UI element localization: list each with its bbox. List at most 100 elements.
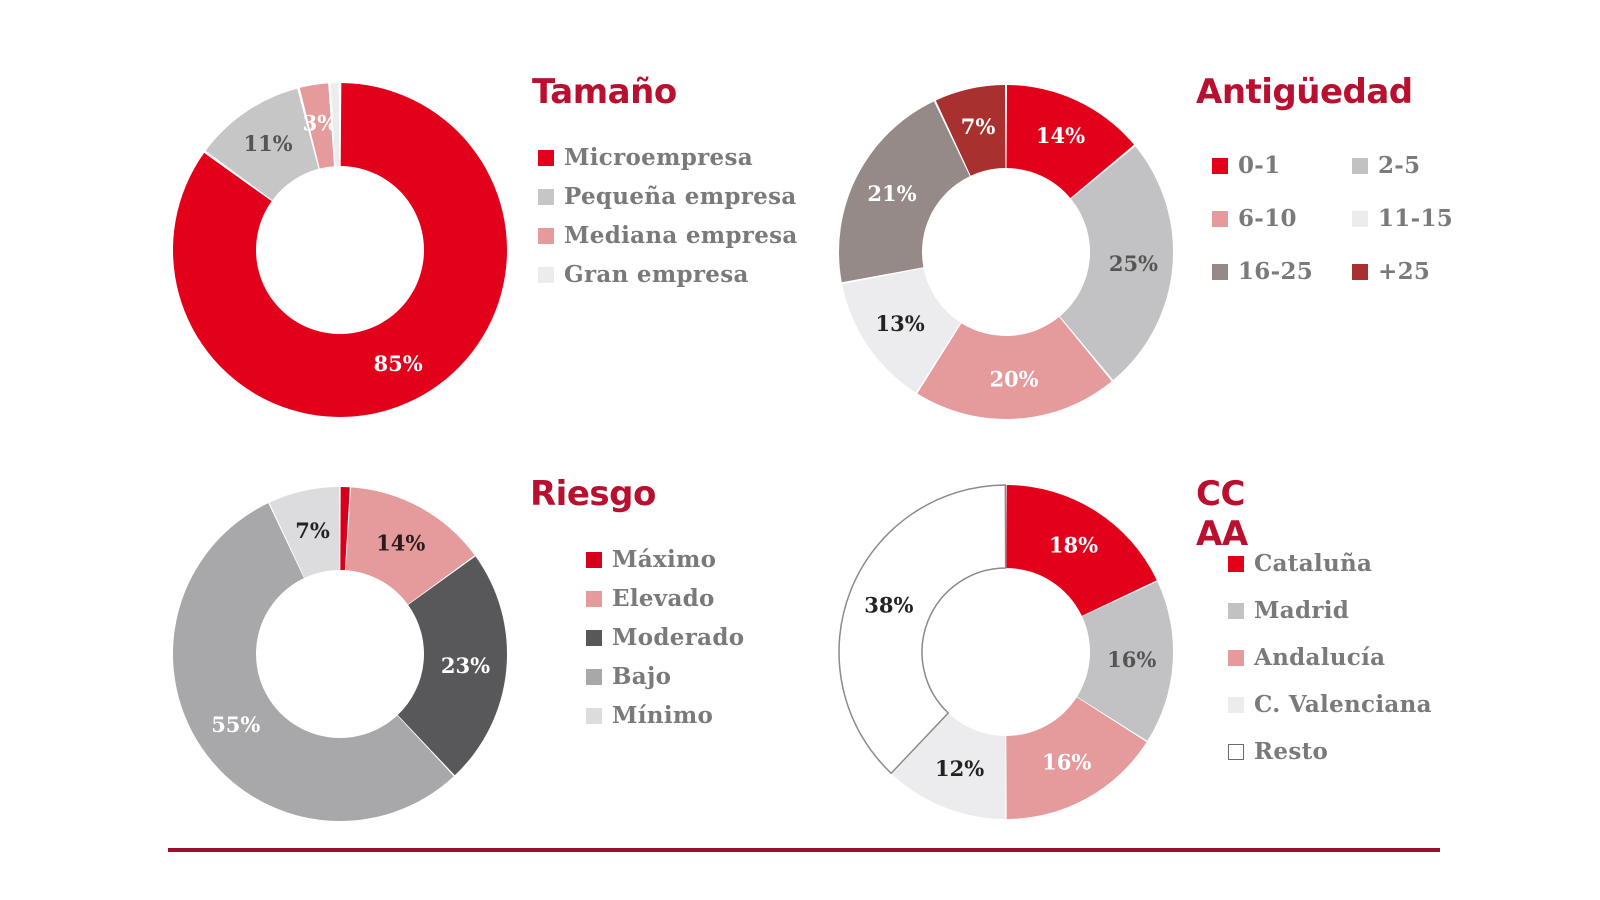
slice-bajo <box>173 503 454 821</box>
legend-swatch <box>538 149 554 166</box>
slice-minimo <box>269 487 340 578</box>
slice-label-pequena-empresa: 11% <box>243 131 292 156</box>
legend-label: Moderado <box>612 624 745 651</box>
chart-title-ccaa: CC AA <box>1196 474 1248 554</box>
slice-c-valenciana <box>892 713 1006 819</box>
slice-label-6-10: 20% <box>989 367 1038 392</box>
legend-label: 0-1 <box>1238 152 1281 179</box>
legend-tamano: Microempresa Pequeña empresa Mediana empre… <box>538 144 798 288</box>
legend-swatch <box>1352 157 1368 174</box>
legend-item-elevado: Elevado <box>586 585 744 612</box>
slice-moderado <box>397 556 507 776</box>
legend-label: 2-5 <box>1378 152 1421 179</box>
slice-label-c-valenciana: 12% <box>935 756 984 781</box>
legend-swatch <box>1228 555 1244 572</box>
legend-swatch <box>586 707 602 724</box>
legend-item-25: +25 <box>1352 258 1472 285</box>
bottom-divider <box>168 848 1440 852</box>
legend-label: Bajo <box>612 663 672 690</box>
legend-label: 6-10 <box>1238 205 1297 232</box>
legend-riesgo: Máximo Elevado Moderado Bajo Mínimo <box>586 546 744 729</box>
slice-resto <box>838 484 1007 775</box>
slice-label-11-15: 13% <box>876 311 925 336</box>
legend-swatch <box>1228 602 1244 619</box>
legend-swatch <box>586 629 602 646</box>
slice-6-10 <box>917 317 1112 419</box>
legend-item-madrid: Madrid <box>1228 597 1432 624</box>
legend-label: 16-25 <box>1238 258 1314 285</box>
legend-item-minimo: Mínimo <box>586 702 744 729</box>
slice-2-5 <box>1059 146 1173 381</box>
slice-label-cataluna: 18% <box>1049 533 1098 558</box>
slice-label-2-5: 25% <box>1109 251 1158 276</box>
slice-pequena-empresa <box>205 88 319 201</box>
slice-label-madrid: 16% <box>1107 647 1156 672</box>
legend-swatch <box>586 668 602 685</box>
donut-antiguedad: 14% 25% 20% 13% 21% 7% <box>839 85 1173 419</box>
legend-item-0-1: 0-1 <box>1212 152 1352 179</box>
slice-11-15 <box>842 268 961 393</box>
legend-swatch <box>538 266 554 283</box>
legend-item-11-15: 11-15 <box>1352 205 1472 232</box>
legend-label: 11-15 <box>1378 205 1454 232</box>
legend-label: Pequeña empresa <box>564 183 797 210</box>
slice-maximo <box>340 487 350 571</box>
legend-item-andalucia: Andalucía <box>1228 644 1432 671</box>
chart-title-riesgo: Riesgo <box>530 474 656 514</box>
legend-swatch <box>1228 696 1244 713</box>
legend-label: Microempresa <box>564 144 753 171</box>
slice-label-25: 7% <box>961 114 996 139</box>
legend-swatch <box>1352 210 1368 227</box>
slice-label-moderado: 23% <box>441 653 490 678</box>
legend-item-2-5: 2-5 <box>1352 152 1472 179</box>
legend-antiguedad: 0-1 2-5 6-10 11-15 16-25 +25 <box>1212 152 1472 285</box>
legend-item-6-10: 6-10 <box>1212 205 1352 232</box>
legend-label: +25 <box>1378 258 1431 285</box>
legend-label: Cataluña <box>1254 550 1373 577</box>
legend-label: Andalucía <box>1254 644 1386 671</box>
legend-label: Madrid <box>1254 597 1350 624</box>
slice-label-resto: 38% <box>864 593 913 618</box>
slice-label-0-1: 14% <box>1036 123 1085 148</box>
slice-label-andalucia: 16% <box>1042 749 1091 774</box>
slice-25 <box>935 85 1006 176</box>
legend-ccaa: Cataluña Madrid Andalucía C. Valenciana Rest… <box>1228 550 1432 765</box>
legend-item-moderado: Moderado <box>586 624 744 651</box>
legend-swatch <box>1212 157 1228 174</box>
legend-swatch <box>538 227 554 244</box>
legend-swatch <box>586 590 602 607</box>
slice-label-elevado: 14% <box>376 531 425 556</box>
legend-item-bajo: Bajo <box>586 663 744 690</box>
legend-item-pequena-empresa: Pequeña empresa <box>538 183 798 210</box>
legend-label: Gran empresa <box>564 261 749 288</box>
legend-swatch <box>1228 743 1244 760</box>
legend-label: C. Valenciana <box>1254 691 1432 718</box>
chart-title-tamano: Tamaño <box>532 72 677 112</box>
legend-swatch <box>1212 210 1228 227</box>
slice-label-bajo: 55% <box>211 712 260 737</box>
slice-0-1 <box>1006 85 1135 199</box>
legend-item-mediana-empresa: Mediana empresa <box>538 222 798 249</box>
slice-gran-empresa <box>330 83 340 167</box>
legend-item-16-25: 16-25 <box>1212 258 1352 285</box>
legend-label: Mediana empresa <box>564 222 798 249</box>
donut-ccaa: 18% 16% 16% 12% 38% <box>838 484 1173 819</box>
donut-tamano: 85% 11% 3% <box>172 83 508 418</box>
slice-andalucia <box>1006 697 1147 819</box>
legend-item-microempresa: Microempresa <box>538 144 798 171</box>
legend-swatch <box>1228 649 1244 666</box>
slice-label-mediana-empresa: 3% <box>303 111 338 136</box>
legend-item-resto: Resto <box>1228 738 1432 765</box>
legend-swatch <box>586 551 602 568</box>
slice-label-minimo: 7% <box>295 518 330 543</box>
legend-item-cataluna: Cataluña <box>1228 550 1432 577</box>
slice-mediana-empresa <box>299 83 335 169</box>
slice-cataluna <box>1006 485 1157 616</box>
legend-item-c-valenciana: C. Valenciana <box>1228 691 1432 718</box>
legend-label: Resto <box>1254 738 1329 765</box>
legend-label: Mínimo <box>612 702 714 729</box>
legend-item-gran-empresa: Gran empresa <box>538 261 798 288</box>
slice-label-16-25: 21% <box>867 181 916 206</box>
chart-title-antiguedad: Antigüedad <box>1196 72 1413 112</box>
legend-swatch <box>1212 263 1228 280</box>
